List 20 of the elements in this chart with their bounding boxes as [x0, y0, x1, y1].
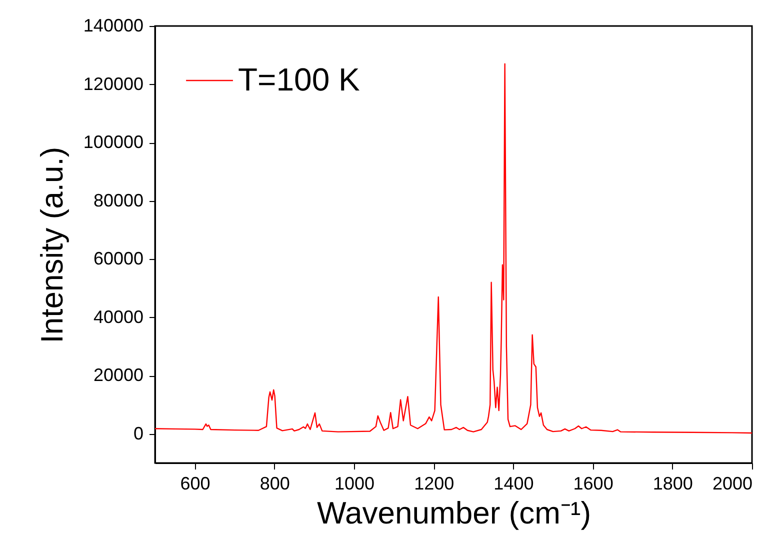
x-tick-label: 800: [260, 474, 290, 494]
x-tick-label: 1200: [414, 474, 454, 494]
y-tick-label: 40000: [93, 306, 144, 327]
y-axis-title: Intensity (a.u.): [34, 146, 70, 344]
x-tick-label: 1000: [334, 474, 375, 494]
y-tick-label: 60000: [93, 248, 144, 269]
x-tick-label: 600: [180, 474, 210, 494]
line-series: [155, 63, 752, 434]
x-tick-label: 1400: [494, 474, 534, 494]
legend-label: T=100 K: [238, 62, 360, 98]
x-axis-title: Wavenumber (cm⁻¹): [316, 496, 592, 530]
y-tick-label: 0: [133, 423, 144, 444]
x-tick-label: 1800: [652, 474, 693, 494]
y-tick-label: 80000: [93, 190, 144, 210]
x-tick-label: 1600: [573, 474, 614, 494]
y-tick-label: 20000: [93, 365, 144, 386]
y-tick-label: 120000: [83, 74, 144, 94]
x-tick-label: 2000: [712, 474, 752, 494]
y-tick-label: 100000: [83, 132, 144, 152]
y-tick-label: 140000: [83, 16, 144, 36]
